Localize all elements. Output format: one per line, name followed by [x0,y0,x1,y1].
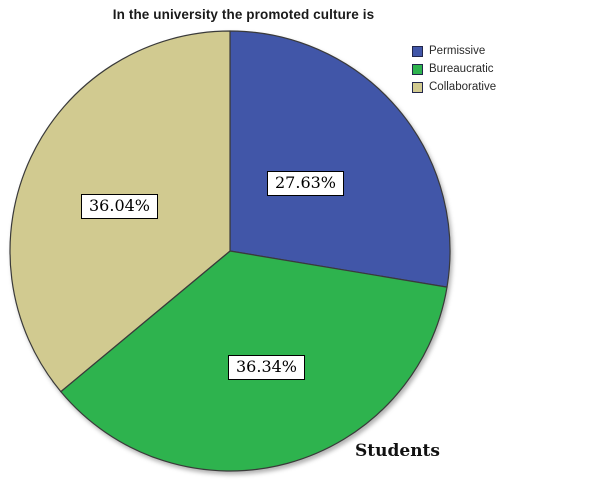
legend-item-collaborative: Collaborative [412,78,496,96]
legend-label-permissive: Permissive [429,45,486,57]
legend-swatch-collaborative-icon [412,81,423,93]
slice-value-label-bureaucratic: 36.34% [228,355,306,380]
slice-value-label-collaborative: 36.04% [81,194,159,219]
pie-slice-permissive [229,30,451,288]
slice-value-label-permissive: 27.63% [267,171,345,196]
legend-label-collaborative: Collaborative [429,81,497,93]
legend-item-bureaucratic: Bureaucratic [412,60,496,78]
legend-swatch-bureaucratic-icon [412,63,423,75]
legend-label-bureaucratic: Bureaucratic [429,63,494,75]
legend-item-permissive: Permissive [412,42,496,60]
legend-swatch-permissive-icon [412,45,423,57]
footer-label-students: Students [355,441,440,461]
chart-title: In the university the promoted culture i… [112,7,375,22]
chart-legend: Permissive Bureaucratic Collaborative [412,42,496,96]
